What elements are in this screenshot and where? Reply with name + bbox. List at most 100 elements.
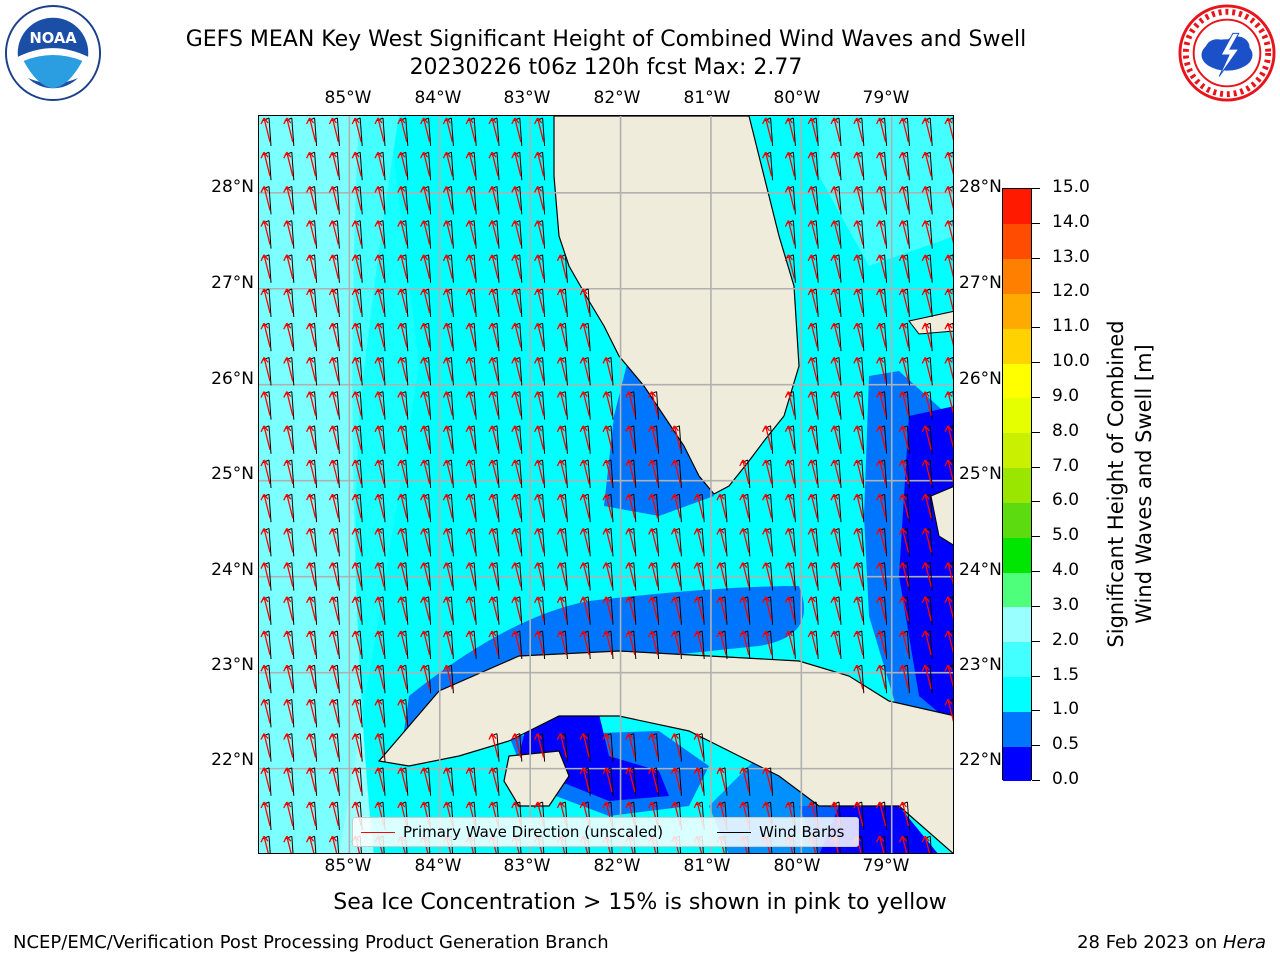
wave-direction-arrow (670, 562, 682, 587)
wave-direction-arrow (944, 459, 953, 483)
wave-direction-arrow (465, 288, 476, 314)
wave-direction-arrow (579, 630, 590, 656)
wave-direction-arrow (283, 630, 294, 656)
wave-direction-arrow (693, 493, 704, 519)
wave-direction-arrow (351, 117, 362, 143)
wave-direction-arrow (397, 664, 408, 690)
lon-label-bottom: 82°W (593, 856, 641, 876)
wave-direction-arrow (853, 630, 864, 656)
noaa-logo-text: NOAA (29, 30, 77, 47)
wave-direction-arrow (511, 391, 522, 416)
wave-direction-arrow (807, 596, 818, 621)
wave-direction-arrow (556, 288, 568, 314)
wave-direction-arrow (488, 151, 499, 177)
wave-direction-arrow (784, 527, 796, 553)
wave-direction-arrow (488, 459, 499, 485)
colorbar-tick-label: 1.0 (1052, 699, 1080, 720)
wave-direction-arrow (465, 596, 476, 621)
wave-direction-arrow (283, 391, 294, 416)
wave-direction-arrow (420, 254, 431, 279)
colorbar-segment (1003, 467, 1031, 503)
wave-direction-arrow (488, 425, 499, 450)
wave-direction-arrow (488, 117, 499, 143)
map-svg (259, 116, 953, 853)
wave-direction-arrow (534, 630, 545, 656)
wave-direction-arrow (306, 562, 317, 587)
wave-direction-arrow (283, 425, 294, 450)
wave-direction-arrow (876, 425, 887, 450)
wave-direction-arrow (693, 630, 704, 656)
colorbar-tick-label: 11.0 (1052, 316, 1090, 337)
wave-direction-arrow (716, 493, 727, 519)
lon-label-top: 84°W (414, 88, 462, 108)
wave-direction-arrow (397, 356, 408, 382)
wave-direction-arrow (260, 630, 271, 656)
wave-direction-arrow (579, 288, 590, 314)
wave-direction-arrow (921, 322, 932, 348)
colorbar-segment (1003, 397, 1031, 434)
colorbar-tick-mark (1032, 536, 1040, 538)
wave-direction-arrow (625, 562, 636, 587)
wave-direction-arrow (283, 322, 294, 348)
wave-direction-arrow (260, 254, 271, 279)
wave-direction-arrow (306, 459, 317, 485)
wave-direction-arrow (328, 596, 340, 621)
colorbar-tick-label: 3.0 (1052, 594, 1080, 615)
wave-direction-arrow (511, 151, 522, 177)
wave-direction-arrow (420, 220, 431, 245)
wave-direction-arrow (442, 356, 454, 382)
wave-direction-arrow (944, 391, 953, 415)
wave-direction-arrow (579, 493, 590, 519)
wave-direction-arrow (807, 493, 818, 519)
wave-direction-arrow (442, 664, 454, 690)
lat-label-left: 22°N (211, 750, 254, 770)
wave-direction-arrow (420, 459, 431, 485)
footer-credit: NCEP/EMC/Verification Post Processing Pr… (13, 932, 609, 953)
grand-bahama-island (908, 310, 953, 335)
wave-direction-arrow (944, 151, 953, 175)
wave-direction-arrow (442, 527, 454, 553)
wave-direction-arrow (420, 596, 431, 621)
wave-direction-arrow (397, 151, 408, 177)
andros-island (930, 486, 953, 546)
wave-direction-arrow (762, 527, 773, 553)
wave-direction-arrow (351, 493, 362, 519)
wave-direction-arrow (739, 459, 750, 485)
wave-direction-arrow (921, 185, 932, 211)
wave-direction-arrow (693, 596, 704, 621)
colorbar-tick-label: 8.0 (1052, 420, 1080, 441)
wave-direction-arrow (397, 562, 408, 587)
wave-direction-arrow (328, 733, 340, 758)
lon-label-top: 83°W (503, 88, 551, 108)
wave-direction-arrow (351, 664, 362, 690)
wave-direction-arrow (670, 767, 682, 792)
wave-direction-arrow (693, 733, 704, 758)
wave-direction-arrow (876, 527, 887, 553)
wave-direction-arrow (807, 425, 818, 450)
wave-direction-arrow (784, 254, 796, 279)
lon-label-top: 85°W (324, 88, 372, 108)
wave-direction-arrow (898, 322, 910, 348)
wave-direction-arrow (488, 596, 499, 621)
wave-direction-arrow (306, 254, 317, 279)
wave-direction-arrows (260, 117, 953, 853)
wave-direction-arrow (784, 220, 796, 245)
wave-direction-arrow (306, 288, 317, 314)
colorbar (1002, 188, 1032, 782)
wave-direction-arrow (260, 767, 271, 792)
land-masses (377, 116, 953, 853)
wave-direction-arrow (420, 322, 431, 348)
wave-direction-arrow (397, 596, 408, 621)
wave-direction-arrow (944, 425, 953, 449)
wave-direction-arrow (328, 220, 340, 245)
wave-direction-arrow (351, 391, 362, 416)
wave-direction-arrow (648, 562, 659, 587)
wave-direction-arrow (306, 596, 317, 621)
wave-direction-arrow (739, 767, 750, 792)
wave-direction-arrow (306, 664, 317, 690)
wave-direction-arrow (944, 117, 953, 141)
wave-direction-arrow (853, 220, 864, 245)
wave-direction-arrow (944, 288, 953, 312)
wave-direction-arrow (397, 698, 408, 724)
wave-direction-arrow (602, 630, 613, 656)
